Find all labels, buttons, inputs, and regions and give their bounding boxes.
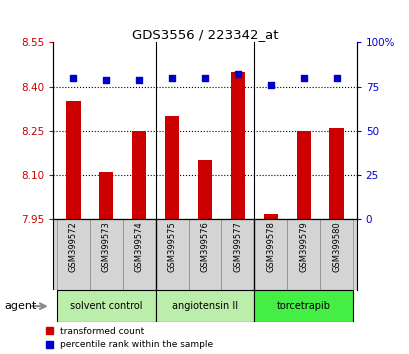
Point (169, 75, 175, 81)
Text: GSM399573: GSM399573 (101, 222, 110, 273)
Point (70, 75, 76, 81)
Text: GSM399578: GSM399578 (266, 222, 275, 273)
Bar (188, 219, 221, 290)
Point (300, 75, 306, 81)
Text: GSM399574: GSM399574 (134, 222, 143, 272)
Bar (221, 219, 254, 290)
Text: agent: agent (4, 301, 36, 311)
Bar (89, 219, 122, 290)
Bar (296, 131, 310, 219)
Point (333, 75, 339, 81)
Bar (287, 219, 320, 290)
Bar (329, 128, 344, 219)
Text: GSM399575: GSM399575 (167, 222, 176, 272)
Title: GDS3556 / 223342_at: GDS3556 / 223342_at (131, 28, 278, 41)
Bar (155, 290, 254, 322)
Text: solvent control: solvent control (70, 301, 142, 311)
Bar (56, 219, 89, 290)
Bar (263, 213, 278, 219)
Text: GSM399576: GSM399576 (200, 222, 209, 273)
Point (267, 82, 274, 88)
Bar (56, 290, 155, 322)
Bar (99, 172, 113, 219)
Bar (320, 219, 353, 290)
Bar (65, 102, 80, 219)
Bar (122, 219, 155, 290)
Text: GSM399577: GSM399577 (233, 222, 242, 273)
Bar (155, 219, 188, 290)
Bar (230, 72, 245, 219)
Text: GSM399572: GSM399572 (68, 222, 77, 272)
Text: GSM399580: GSM399580 (332, 222, 341, 272)
Bar (197, 160, 212, 219)
Bar (254, 290, 353, 322)
Legend: transformed count, percentile rank within the sample: transformed count, percentile rank withi… (45, 327, 213, 349)
Point (103, 77, 109, 82)
Bar (254, 219, 287, 290)
Text: torcetrapib: torcetrapib (276, 301, 330, 311)
Point (234, 72, 240, 77)
Point (201, 75, 208, 81)
Bar (164, 116, 179, 219)
Point (135, 77, 142, 82)
Bar (131, 131, 146, 219)
Text: angiotensin II: angiotensin II (171, 301, 238, 311)
Text: GSM399579: GSM399579 (299, 222, 308, 272)
